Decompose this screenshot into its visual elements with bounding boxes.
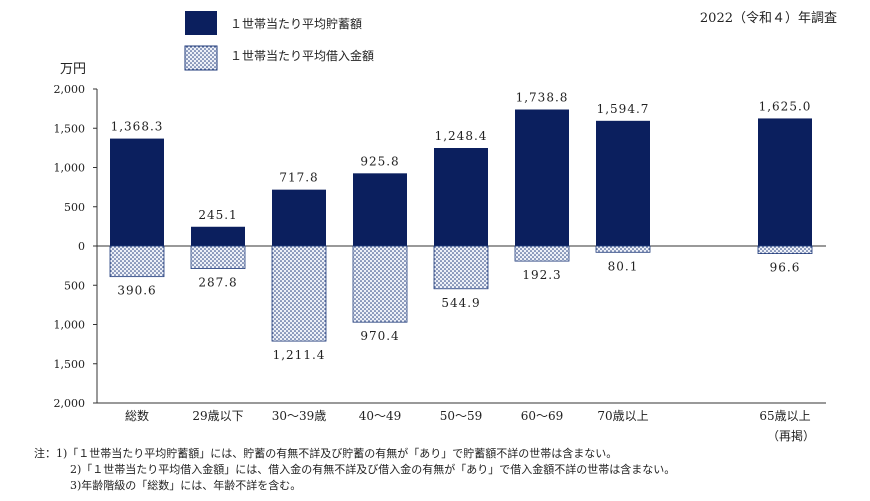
x-category-label: 50～59 [440,409,483,423]
bar-savings [758,118,812,246]
bar-debt [514,245,570,262]
note-2: 2)「１世帯当たり平均借入金額」には、借入金の有無不詳及び借入金の有無が「あり」… [70,463,676,476]
bar-debt [352,245,408,323]
y-tick-label: 1,000 [54,319,86,332]
bar-savings [191,226,245,246]
x-category-label: 70歳以上 [597,409,648,423]
legend-label-debt: １世帯当たり平均借入金額 [230,48,374,63]
note-3: 3)年齢階級の「総数」には、年齢不詳を含む。 [70,479,302,492]
bar-debt [433,245,489,290]
y-tick-label: 2,000 [54,397,86,410]
data-label-savings: 245.1 [198,208,237,222]
bar-debt [190,245,246,269]
data-label-debt: 287.8 [198,276,237,290]
bar-debt [271,245,327,342]
bar-debt [109,245,165,278]
bar-savings [272,189,326,246]
data-label-savings: 1,625.0 [759,99,812,113]
x-category-label: 40～49 [359,409,402,423]
data-label-debt: 96.6 [770,261,801,275]
y-axis-unit: 万円 [60,62,86,77]
x-category-sublabel: （再掲） [767,428,815,443]
data-label-savings: 1,248.4 [435,129,488,143]
x-category-label: 30～39歳 [272,409,327,423]
y-tick-label: 0 [78,240,85,253]
bar-debt [757,245,813,254]
x-category-label: 総数 [125,408,149,423]
survey-year-subtitle: 2022（令和４）年調査 [700,11,837,26]
data-label-debt: 390.6 [117,284,156,298]
y-tick-label: 500 [64,279,85,292]
x-category-label: 29歳以下 [192,409,243,423]
data-label-savings: 925.8 [360,154,399,168]
bar-savings [434,148,488,246]
data-label-savings: 1,738.8 [516,91,569,105]
legend-swatch-savings [185,11,217,35]
x-category-label: 65歳以上 [759,409,810,423]
y-tick-label: 2,000 [54,83,86,96]
y-tick-label: 1,000 [54,162,86,175]
bar-savings [515,109,569,246]
data-label-debt: 80.1 [608,259,639,273]
bar-savings [353,173,407,246]
data-label-savings: 1,368.3 [111,120,164,134]
data-label-debt: 1,211.4 [273,348,326,362]
y-tick-label: 1,500 [54,122,86,135]
y-tick-label: 500 [64,201,85,214]
data-label-debt: 970.4 [360,329,399,343]
note-1: 注：1)「１世帯当たり平均貯蓄額」には、貯蓄の有無不詳及び貯蓄の有無が「あり」で… [34,447,618,460]
data-label-debt: 192.3 [522,268,561,282]
bar-debt [595,245,651,253]
legend-label-savings: １世帯当たり平均貯蓄額 [230,17,362,31]
y-tick-label: 1,500 [54,358,86,371]
data-label-savings: 717.8 [279,171,318,185]
data-label-savings: 1,594.7 [597,102,650,116]
bar-savings [110,138,164,246]
legend-swatch-debt [184,45,218,71]
x-category-label: 60～69 [521,409,564,423]
bar-savings [596,120,650,246]
data-label-debt: 544.9 [441,296,480,310]
